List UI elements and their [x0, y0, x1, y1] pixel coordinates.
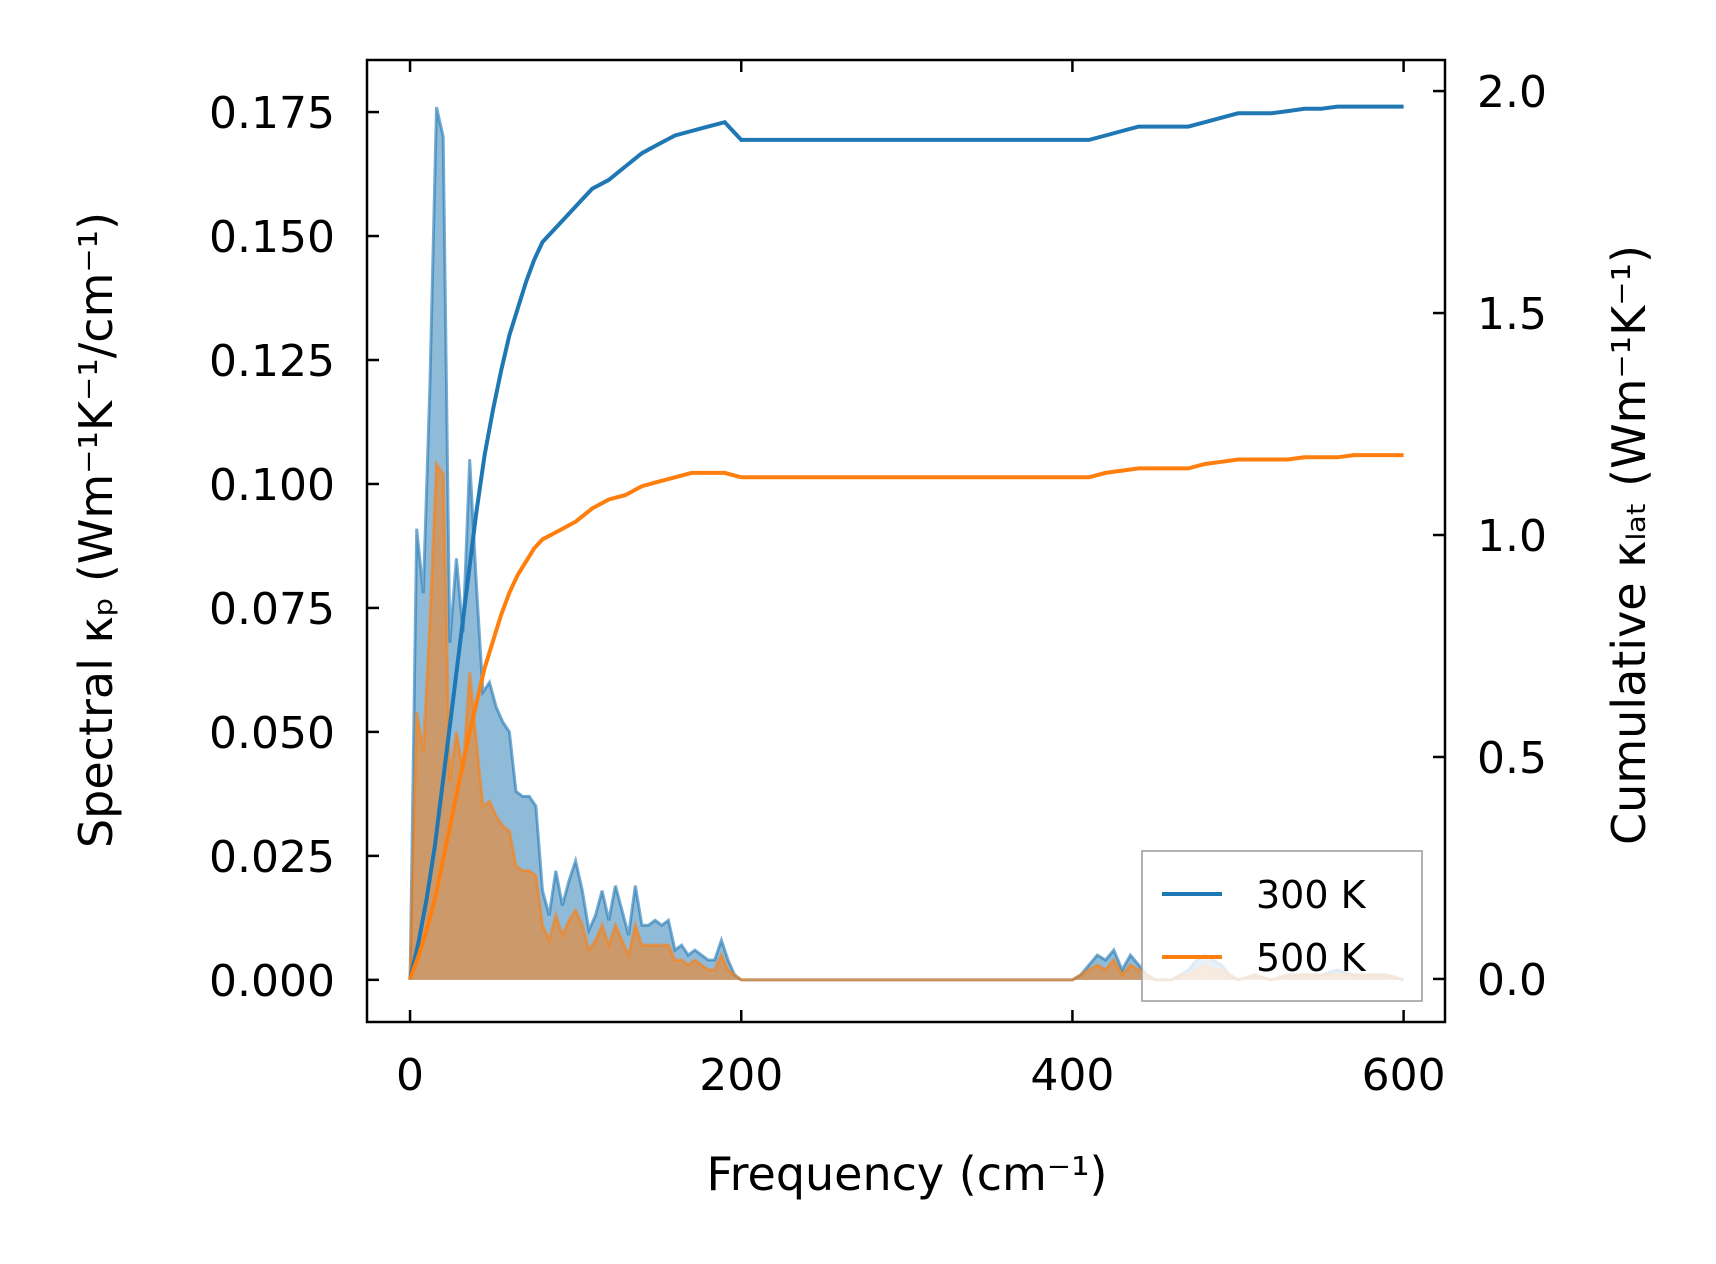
spectral-fill-500k [410, 464, 1404, 980]
plot-frame [365, 58, 1447, 1024]
left-y-tick-label: 0.000 [209, 956, 335, 1007]
right-y-tick-label: 2.0 [1477, 67, 1547, 118]
legend-label: 300 K [1256, 873, 1367, 917]
right-y-tick-label: 1.5 [1477, 289, 1547, 340]
left-y-tick-label: 0.100 [209, 460, 335, 511]
x-tick-label: 200 [699, 1050, 783, 1101]
right-y-tick-label: 0.0 [1477, 955, 1547, 1006]
left-y-tick-label: 0.050 [209, 708, 335, 759]
left-y-tick-label: 0.075 [209, 584, 335, 635]
axes: 0 200 400 600 0.000 0.025 0.050 0.075 0.100 0.125… [209, 58, 1547, 1101]
left-y-tick-label: 0.125 [209, 336, 335, 387]
legend-label: 500 K [1256, 936, 1367, 980]
plot-area [408, 104, 1405, 982]
x-tick-label: 400 [1030, 1050, 1114, 1101]
legend: 300 K 500 K [1141, 850, 1423, 1002]
left-y-tick-label: 0.175 [209, 88, 335, 139]
left-y-axis-title: Spectral κₚ (Wm⁻¹K⁻¹/cm⁻¹) [69, 212, 123, 848]
left-y-tick-label: 0.025 [209, 832, 335, 883]
spectral-line-300k [408, 106, 1405, 982]
cumulative-line-500k [408, 453, 1404, 980]
right-y-tick-label: 1.0 [1477, 511, 1547, 562]
left-y-tick-label: 0.150 [209, 212, 335, 263]
x-tick-label: 600 [1362, 1050, 1446, 1101]
legend-box [1141, 850, 1423, 1002]
x-axis-title: Frequency (cm⁻¹) [707, 1147, 1108, 1201]
x-tick-label: 0 [396, 1050, 424, 1101]
cumulative-line-300k [408, 104, 1404, 980]
spectral-fill-300k [410, 107, 1404, 980]
right-y-axis-title: Cumulative κₗₐₜ (Wm⁻¹K⁻¹) [1602, 245, 1656, 845]
right-y-tick-label: 0.5 [1477, 733, 1547, 784]
